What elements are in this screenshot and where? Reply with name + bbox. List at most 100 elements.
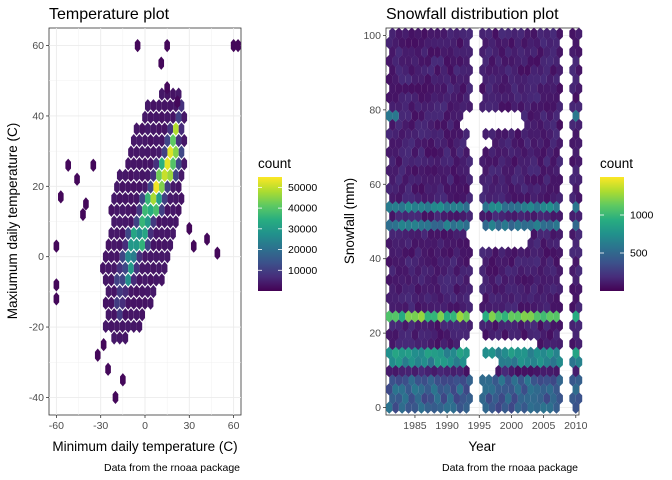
hexbin-cell (161, 122, 168, 136)
hexbin-cell (402, 392, 409, 405)
x-tick-label: 2005 (532, 420, 556, 432)
hexbin-cell (556, 173, 563, 186)
hexbin-cell (408, 264, 415, 277)
hexbin-cell (495, 91, 502, 104)
hexbin-cell (488, 200, 496, 214)
hexbin-cell (408, 27, 415, 40)
hexbin-cell (431, 91, 438, 104)
hexbin-cell (495, 310, 502, 323)
hexbin-cell (411, 182, 419, 195)
hexbin-cell (443, 401, 451, 414)
y-tick-label: 60 (369, 179, 381, 191)
hexbin-cell (572, 291, 579, 305)
hexbin-cell (181, 110, 188, 124)
hexbin-cell (418, 401, 425, 414)
hexbin-cell (530, 118, 538, 132)
hexbin-cell (495, 273, 502, 287)
hexbin-cell (553, 364, 560, 378)
hexbin-cell (572, 164, 579, 177)
hexbin-cell (453, 301, 460, 314)
hexbin-cell (170, 133, 176, 148)
hexbin-cell (572, 200, 579, 214)
hexbin-cell (459, 27, 467, 40)
hexbin-cell (543, 209, 551, 223)
hexbin-cell (386, 146, 393, 159)
hexbin-cell (139, 284, 145, 299)
hexbin-cell (128, 145, 134, 159)
hexbin-cell (414, 319, 422, 332)
hexbin-cell (456, 383, 464, 396)
hexbin-cell (479, 282, 486, 296)
hexbin-cell (533, 36, 541, 50)
hexbin-cell (463, 383, 470, 396)
hexbin-cell (508, 310, 515, 323)
hexbin-cell (543, 282, 551, 296)
hexbin-cell (537, 155, 544, 168)
hexbin-cell (482, 310, 489, 323)
hexbin-cell (159, 203, 165, 217)
hexbin-cell (418, 346, 425, 360)
hexbin-cell (161, 168, 168, 183)
hexbin-cell (450, 237, 457, 250)
hexbin-cell (511, 191, 518, 205)
hexbin-cell (508, 36, 515, 50)
hexbin-cell (533, 237, 541, 250)
hexbin-cell (411, 273, 419, 287)
hexbin-cell (501, 36, 509, 50)
hexbin-cell (521, 200, 528, 214)
hexbin-cell (463, 146, 470, 159)
hexbin-cell (450, 146, 457, 159)
hexbin-cell (443, 273, 451, 287)
hexbin-cell (125, 157, 131, 171)
hexbin-cell (514, 273, 522, 287)
hexbin-cell (466, 82, 473, 95)
hexbin-cell (527, 383, 534, 396)
y-tick-label: 0 (375, 402, 381, 414)
hexbin-cell (492, 45, 499, 59)
hexbin-cell (572, 36, 579, 50)
hexbin-cell (405, 91, 412, 104)
hexbin-cell (527, 255, 534, 268)
temperature-plot: Temperature plot -60 -30 0 30 60 -40 -20 0 20 40… (5, 6, 317, 474)
hexbin-cell (434, 136, 441, 150)
hexbin-cell (482, 54, 489, 68)
x-tick-label: 1985 (403, 420, 427, 432)
hexbin-cell (556, 136, 563, 150)
hexbin-cell (453, 355, 460, 369)
hexbin-cell (488, 36, 496, 50)
hexbin-cell (530, 228, 538, 241)
hexbin-cell (178, 122, 185, 136)
hexbin-cell (427, 301, 435, 314)
hexbin-cell (405, 73, 412, 86)
hexbin-cell (214, 246, 221, 260)
y-axis-title: Maxiumum daily temperature (C) (5, 123, 20, 320)
hexbin-cell (114, 180, 120, 194)
hexbin-cell (142, 296, 148, 310)
hexbin-cell (431, 36, 438, 50)
hexbin-cell (553, 383, 560, 396)
hexbin-cell (498, 264, 506, 277)
hexbin-cell (540, 146, 547, 159)
hexbin-cell (119, 226, 126, 241)
hexbin-cell (414, 100, 422, 113)
hexbin-cell (150, 168, 157, 183)
hexbin-cell (575, 337, 583, 350)
hexbin-cell (156, 191, 162, 206)
hexbin-cell (402, 282, 409, 296)
hexbin-cell (134, 38, 141, 53)
hexbin-cell (524, 355, 531, 369)
hexbin-cell (159, 133, 165, 148)
hexbin-cell (156, 145, 162, 159)
colorbar (600, 177, 624, 291)
hexbin-cell (463, 255, 470, 268)
hexbin-cell (437, 73, 444, 86)
hexbin-cell (450, 401, 457, 414)
hexbin-cell (136, 133, 143, 148)
hexbin-cell (511, 301, 518, 314)
hexbin-cell (178, 168, 185, 183)
hexbin-cell (83, 197, 89, 211)
hexbin-cell (150, 99, 157, 113)
hexbin-cell (434, 45, 441, 59)
hexbin-cell (418, 91, 425, 104)
hexbin-cell (505, 173, 512, 186)
